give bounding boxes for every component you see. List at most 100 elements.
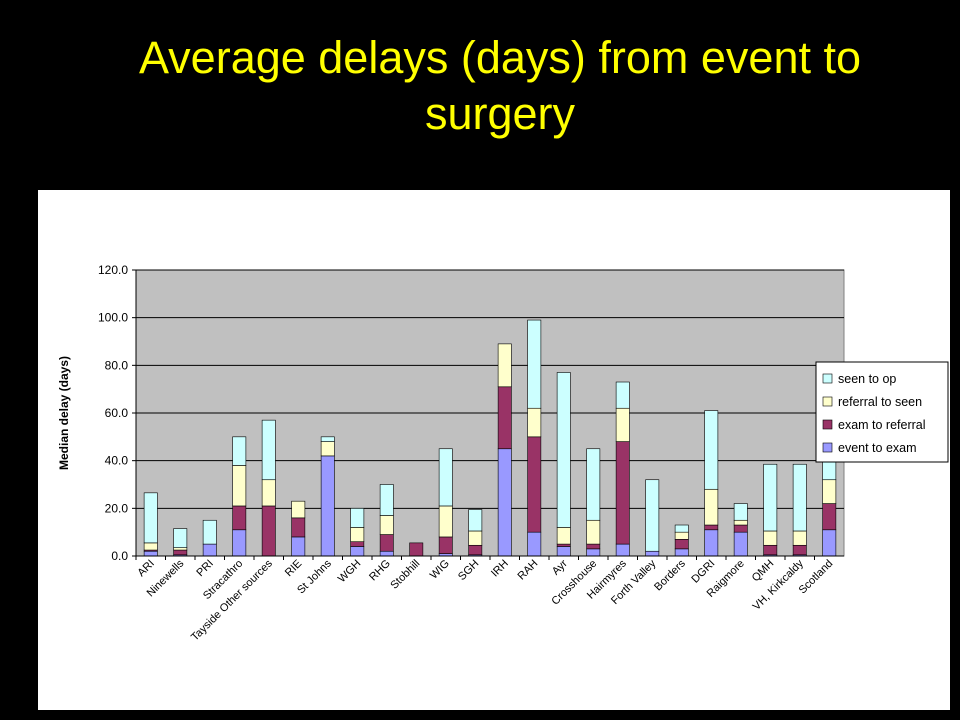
- bar-segment: [291, 536, 306, 557]
- legend-box: [815, 361, 949, 463]
- bar-segment: [615, 543, 630, 557]
- bar-segment: [733, 503, 748, 521]
- bar-segment: [822, 479, 837, 504]
- slide-title-line-2: surgery: [424, 88, 576, 139]
- x-tick-label: DGRI: [689, 558, 717, 586]
- bar-segment: [379, 550, 394, 557]
- x-tick-label: ARI: [135, 558, 156, 579]
- legend: seen to op referral to seen exam to referr…: [815, 361, 949, 463]
- x-tick-label: WGH: [336, 558, 364, 586]
- slide-title-line-1: Average delays (days) from event to: [138, 32, 862, 83]
- x-tick-label: Borders: [652, 557, 688, 593]
- y-tick-label: 0.0: [111, 549, 128, 563]
- x-tick-label: RIE: [283, 558, 304, 579]
- bar-segment: [173, 528, 188, 548]
- bar-segment: [733, 531, 748, 557]
- x-tick-label: QMH: [750, 558, 777, 585]
- bar-segment: [615, 407, 630, 442]
- bar-segment: [350, 541, 365, 547]
- bar-segment: [320, 436, 335, 442]
- bar-segment: [733, 519, 748, 526]
- bar-segment: [527, 319, 542, 409]
- bars: [143, 319, 837, 557]
- bar-segment: [202, 519, 217, 545]
- bar-segment: [822, 529, 837, 557]
- bar-segment: [763, 544, 778, 556]
- bar-segment: [586, 519, 601, 545]
- bar-segment: [320, 441, 335, 457]
- bar-segment: [261, 479, 276, 507]
- x-tick-label: SGH: [456, 558, 481, 583]
- legend-swatch: [822, 419, 833, 430]
- bar-segment: [438, 448, 453, 507]
- bar-segment: [733, 524, 748, 533]
- bar-segment: [468, 530, 483, 546]
- bar-segment: [350, 508, 365, 528]
- bar-segment: [232, 465, 247, 507]
- y-tick-label: 20.0: [105, 501, 129, 515]
- bar-segment: [615, 441, 630, 545]
- y-tick-label: 40.0: [105, 454, 129, 468]
- bar-segment: [350, 527, 365, 542]
- chart-panel: 0.0 20.0 40.0 60.0 80.0 100.0 120.0 ARI Ninewell…: [38, 190, 950, 710]
- legend-swatch: [822, 442, 833, 453]
- bar-segment: [232, 529, 247, 557]
- bar-segment: [792, 463, 807, 532]
- bar-segment: [645, 479, 660, 552]
- bar-segment: [527, 407, 542, 438]
- bar-segment: [527, 436, 542, 533]
- bar-segment: [527, 531, 542, 557]
- legend-swatch: [822, 373, 833, 384]
- stacked-bar-chart: 0.020.040.060.080.0100.0120.0ARINinewell…: [57, 263, 949, 644]
- x-tick-label: RAH: [515, 558, 540, 583]
- legend-label: referral to seen: [838, 395, 922, 409]
- bar-segment: [350, 546, 365, 557]
- y-tick-label: 100.0: [98, 311, 128, 325]
- bar-segment: [173, 549, 188, 556]
- bar-segment: [763, 463, 778, 532]
- bar-segment: [143, 542, 158, 551]
- bar-segment: [556, 527, 571, 545]
- y-axis-label: Median delay (days): [57, 356, 71, 470]
- bar-segment: [792, 530, 807, 546]
- bar-segment: [674, 548, 689, 557]
- legend-swatch: [822, 396, 833, 407]
- bar-segment: [556, 543, 571, 547]
- x-tick-label: RHG: [367, 558, 393, 584]
- bar-segment: [438, 536, 453, 554]
- legend-label: seen to op: [838, 372, 896, 386]
- bar-segment: [438, 505, 453, 538]
- bar-segment: [704, 524, 719, 531]
- bar-segment: [143, 550, 158, 557]
- x-tick-label: WIG: [428, 558, 452, 582]
- bar-segment: [497, 386, 512, 450]
- bar-segment: [674, 539, 689, 550]
- y-tick-label: 60.0: [105, 406, 129, 420]
- bar-segment: [497, 343, 512, 388]
- bar-segment: [586, 548, 601, 557]
- bar-segment: [615, 381, 630, 409]
- bar-segment: [143, 492, 158, 544]
- bar-segment: [586, 448, 601, 521]
- y-tick-label: 120.0: [98, 263, 128, 277]
- bar-segment: [468, 544, 483, 556]
- bar-segment: [704, 410, 719, 490]
- bar-segment: [822, 503, 837, 531]
- bar-segment: [232, 436, 247, 466]
- bar-segment: [379, 515, 394, 535]
- bar-segment: [291, 500, 306, 519]
- bar-segment: [379, 484, 394, 516]
- bar-segment: [556, 546, 571, 557]
- slide-title: Average delays (days) from event to surg…: [40, 30, 960, 142]
- x-tick-label: Ayr: [550, 557, 570, 577]
- bar-segment: [674, 531, 689, 540]
- bar-segment: [468, 509, 483, 532]
- bar-segment: [674, 524, 689, 533]
- bar-segment: [261, 419, 276, 481]
- legend-label: event to exam: [838, 441, 917, 455]
- x-tick-label: PRI: [194, 558, 215, 579]
- bar-segment: [202, 543, 217, 557]
- x-tick-label: IRH: [489, 558, 511, 580]
- y-tick-label: 80.0: [105, 358, 129, 372]
- bar-segment: [232, 505, 247, 531]
